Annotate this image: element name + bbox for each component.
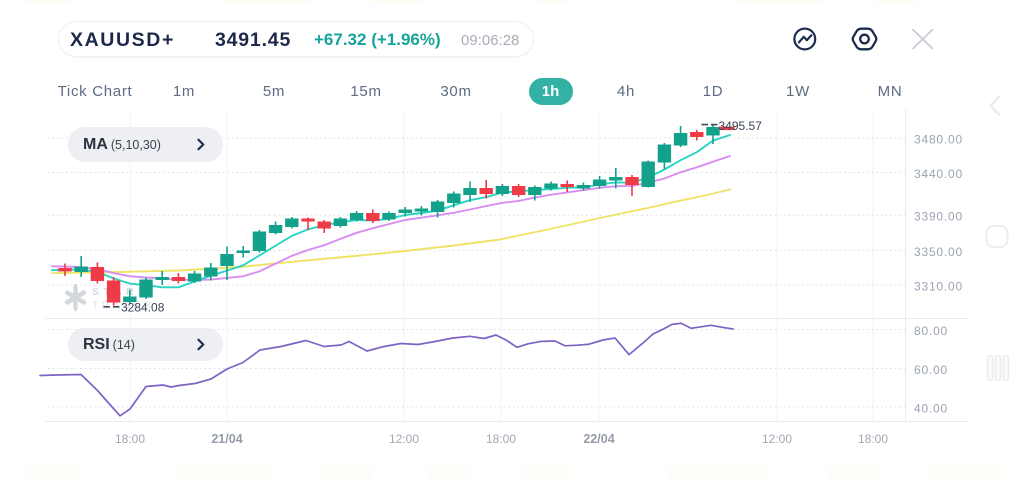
svg-text:3495.57: 3495.57 <box>719 119 763 133</box>
svg-text:18:00: 18:00 <box>858 432 888 446</box>
svg-text:3350.00: 3350.00 <box>914 245 963 259</box>
svg-text:80.00: 80.00 <box>914 324 948 338</box>
svg-text:22/04: 22/04 <box>583 432 614 446</box>
svg-text:3310.00: 3310.00 <box>914 279 963 293</box>
svg-text:TRADER: TRADER <box>92 300 154 312</box>
svg-text:18:00: 18:00 <box>486 432 516 446</box>
svg-text:12:00: 12:00 <box>389 432 419 446</box>
svg-text:12:00: 12:00 <box>762 432 792 446</box>
svg-text:3480.00: 3480.00 <box>914 132 963 146</box>
svg-text:21/04: 21/04 <box>211 432 242 446</box>
svg-text:18:00: 18:00 <box>115 432 145 446</box>
svg-text:40.00: 40.00 <box>914 401 948 415</box>
svg-text:60.00: 60.00 <box>914 363 948 377</box>
svg-text:3390.00: 3390.00 <box>914 210 963 224</box>
svg-text:3440.00: 3440.00 <box>914 167 963 181</box>
svg-text:3284.08: 3284.08 <box>121 300 165 314</box>
